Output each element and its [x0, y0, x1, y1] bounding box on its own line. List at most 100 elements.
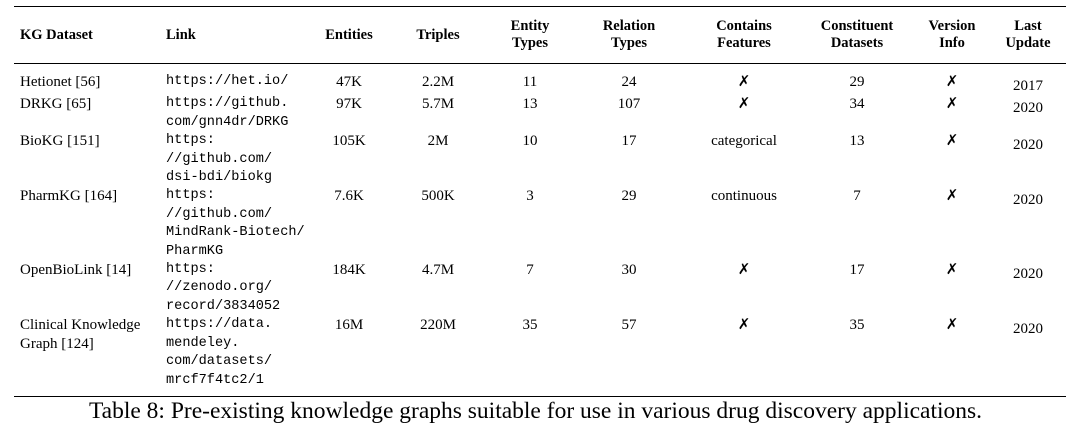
table-cell: 2020	[990, 95, 1066, 132]
column-header: KG Dataset	[14, 7, 160, 64]
column-header: Link	[160, 7, 312, 64]
cell-line: ✗	[737, 317, 751, 334]
cell-line: 30	[621, 262, 637, 279]
cell-line: https:	[166, 262, 215, 278]
table-cell: 7	[490, 261, 570, 316]
cell-line: com/gnn4dr/DRKG	[166, 114, 289, 130]
cell-line: KG Dataset	[20, 26, 93, 43]
table-cell: 35	[490, 316, 570, 396]
table-cell: 24	[570, 64, 688, 96]
cell-line: categorical	[711, 133, 777, 150]
column-header: Constituent Datasets	[800, 7, 914, 64]
table-cell: BioKG [151]	[14, 132, 160, 187]
cell-line: 7.6K	[334, 188, 364, 205]
cell-line: 57	[621, 317, 637, 334]
cell-line: continuous	[711, 188, 777, 205]
table-cell: https://github. com/gnn4dr/DRKG	[160, 95, 312, 132]
table-cell: 2020	[990, 187, 1066, 261]
cell-line: 17	[621, 133, 637, 150]
table-cell: ✗	[688, 95, 800, 132]
cell-line: DRKG [65]	[20, 96, 92, 113]
column-header: Entities	[312, 7, 386, 64]
cell-line: 220M	[420, 317, 456, 334]
table-cell: 107	[570, 95, 688, 132]
table-cell: 35	[800, 316, 914, 396]
table-cell: 30	[570, 261, 688, 316]
cell-line: 2020	[1013, 266, 1043, 283]
cell-line: 3	[526, 188, 534, 205]
cell-line: 24	[621, 74, 637, 90]
table-cell: ✗	[688, 316, 800, 396]
table-cell: 47K	[312, 64, 386, 96]
table-cell: 7.6K	[312, 187, 386, 261]
table-cell: https: //zenodo.org/record/3834052	[160, 261, 312, 316]
cell-line: com/datasets/	[166, 354, 273, 370]
table-row: DRKG [65] https://github. com/gnn4dr/DRKG 9…	[14, 95, 1066, 132]
cell-line: 11	[522, 74, 538, 90]
table-cell: 5.7M	[386, 95, 490, 132]
cell-line: PharmKG	[166, 243, 224, 259]
cell-line: ✗	[945, 74, 959, 90]
cell-line: 10	[522, 133, 538, 150]
table-cell: 17	[570, 132, 688, 187]
cell-line: Entity	[510, 18, 550, 34]
cell-line: Version	[928, 18, 976, 34]
table-row: Clinical Knowledge Graph [124] https://dat…	[14, 316, 1066, 397]
table-cell: https://het.io/	[160, 64, 312, 96]
cell-line: 2.2M	[421, 74, 455, 90]
caption: Table 8: Pre-existing knowledge graphs s…	[88, 398, 983, 424]
cell-line: 35	[522, 317, 538, 334]
table-cell: 13	[800, 132, 914, 187]
cell-line: 34	[849, 96, 865, 113]
cell-line: //github.com/	[166, 206, 273, 222]
column-header: Version Info	[914, 7, 990, 64]
table-row: OpenBioLink [14] https: //zenodo.org/recor…	[14, 261, 1066, 316]
table-cell: PharmKG [164]	[14, 187, 160, 261]
table-cell: OpenBioLink [14]	[14, 261, 160, 316]
cell-line: Constituent	[820, 18, 894, 34]
cell-line: 2020	[1013, 192, 1043, 209]
table-cell: DRKG [65]	[14, 95, 160, 132]
cell-line: 2M	[427, 133, 449, 150]
cell-line: mendeley.	[166, 335, 240, 351]
table-cell: 10	[490, 132, 570, 187]
cell-line: 500K	[421, 188, 455, 205]
table-cell: 11	[490, 64, 570, 96]
cell-line: Relation	[602, 18, 656, 34]
table-row: PharmKG [164] https: //github.com/MindRank…	[14, 187, 1066, 261]
table-cell: ✗	[914, 64, 990, 96]
table-cell: 220M	[386, 316, 490, 396]
cell-line: https://het.io/	[166, 74, 289, 89]
cell-line: 4.7M	[421, 262, 455, 279]
table-cell: 7	[800, 187, 914, 261]
cell-line: 2020	[1013, 321, 1043, 338]
cell-line: mrcf7f4tc2/1	[166, 372, 264, 388]
cell-line: MindRank-Biotech/	[166, 225, 305, 241]
cell-line: 7	[526, 262, 534, 279]
cell-line: 97K	[336, 96, 362, 113]
column-header: Entity Types	[490, 7, 570, 64]
cell-line: 7	[853, 188, 861, 205]
table-cell: ✗	[688, 64, 800, 96]
table-cell: 3	[490, 187, 570, 261]
column-header: Contains Features	[688, 7, 800, 64]
table-cell: Clinical Knowledge Graph [124]	[14, 316, 160, 396]
cell-line: 105K	[332, 133, 366, 150]
table-wrap: KG Dataset Link Entities Triples Entity Types…	[14, 0, 1066, 397]
cell-line: //zenodo.org/	[166, 280, 273, 296]
table-cell: https: //github.com/dsi-bdi/biokg	[160, 132, 312, 187]
cell-line: 13	[849, 133, 865, 150]
cell-line: Graph [124]	[20, 335, 94, 352]
table-cell: https://data. mendeley. com/datasets/mrcf7…	[160, 316, 312, 396]
cell-line: 29	[849, 74, 865, 90]
table-cell: 29	[800, 64, 914, 96]
cell-line: https://github.	[166, 96, 289, 112]
table-cell: 2.2M	[386, 64, 490, 96]
cell-line: 16M	[334, 317, 364, 334]
header-row: KG Dataset Link Entities Triples Entity Types…	[14, 6, 1066, 64]
cell-line: 184K	[332, 262, 366, 279]
cell-line: ✗	[737, 74, 751, 90]
cell-line: https://data.	[166, 317, 273, 333]
cell-line: Clinical Knowledge	[20, 317, 141, 334]
table: KG Dataset Link Entities Triples Entity Types…	[14, 6, 1066, 397]
